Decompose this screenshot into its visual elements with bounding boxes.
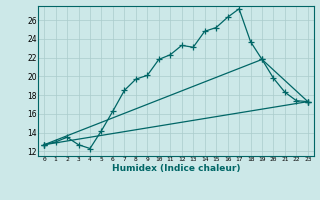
X-axis label: Humidex (Indice chaleur): Humidex (Indice chaleur) <box>112 164 240 173</box>
